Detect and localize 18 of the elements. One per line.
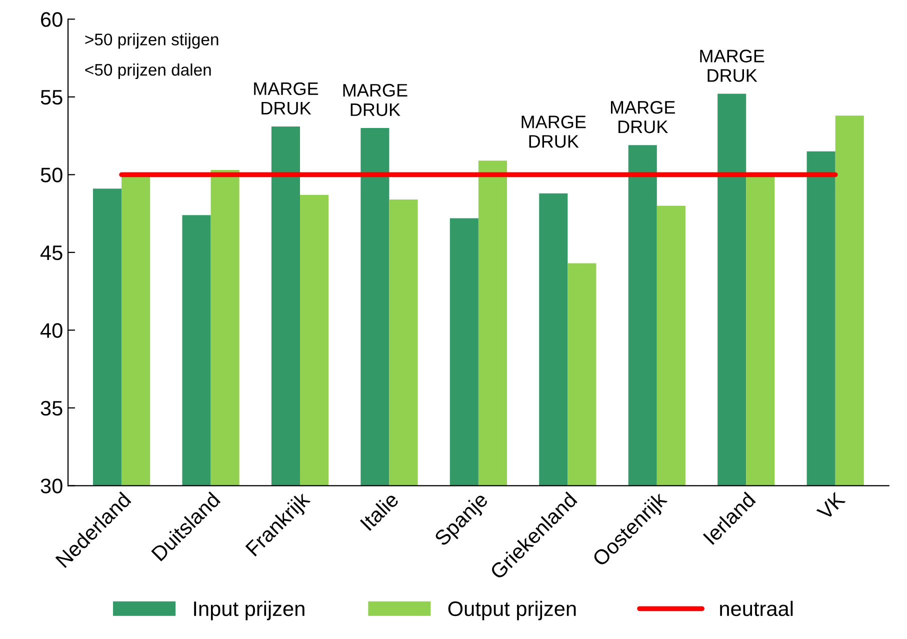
legend-label: neutraal [720,600,793,616]
annotation: MARGE DRUK [700,50,764,82]
y-tick-label: 60 [41,12,62,27]
y-tick-label: 45 [40,246,62,260]
legend-label: Input prijzen [194,600,304,620]
annotation: >50 prijzen stijgen [85,33,218,49]
annotation: MARGE DRUK [254,82,318,115]
y-tick-label: 30 [40,478,62,494]
legend-label: Output prijzen [448,600,576,620]
annotation: MARGE DRUK [522,116,586,148]
annotation: MARGE DRUK [343,84,408,116]
y-tick-label: 50 [40,168,62,182]
y-tick-label: 40 [40,323,62,338]
y-tick-label: 55 [40,90,62,105]
x-tick-label: VK [816,491,846,521]
annotation: <50 prijzen dalen [85,63,211,80]
annotation: MARGE DRUK [610,100,675,134]
y-tick-label: 35 [40,400,62,416]
